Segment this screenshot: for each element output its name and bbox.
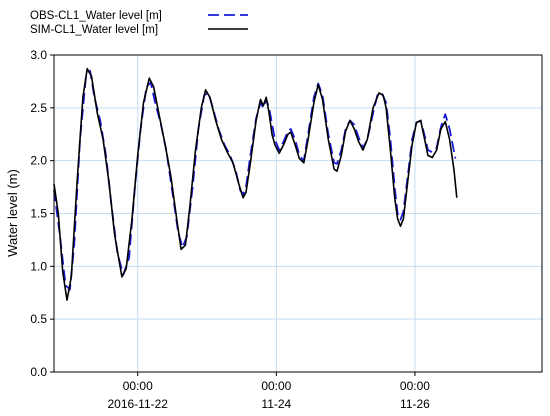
legend-label: SIM-CL1_Water level [m] xyxy=(30,24,158,36)
legend-label: OBS-CL1_Water level [m] xyxy=(30,10,162,22)
x-tick-time-label: 00:00 xyxy=(400,379,430,393)
y-tick-label: 0.5 xyxy=(30,312,47,326)
y-tick-label: 1.5 xyxy=(30,207,47,221)
grid-lines xyxy=(54,55,542,372)
y-tick-label: 0.0 xyxy=(30,365,47,379)
legend: OBS-CL1_Water level [m] SIM-CL1_Water lev… xyxy=(30,10,248,36)
x-tick-time-label: 00:00 xyxy=(123,379,153,393)
y-tick-label: 2.0 xyxy=(30,154,47,168)
x-tick-time-label: 00:00 xyxy=(261,379,291,393)
series-line-sim xyxy=(53,67,458,301)
y-tick-label: 3.0 xyxy=(30,48,47,62)
x-tick-date-label: 11-24 xyxy=(261,397,291,411)
y-axis-title: Water level (m) xyxy=(5,169,20,257)
x-tick-date-label: 2016-11-22 xyxy=(107,397,168,411)
x-axis-ticks: 00:00 2016-11-22 00:00 11-24 00:00 11-26 xyxy=(107,372,430,411)
y-tick-label: 2.5 xyxy=(30,101,47,115)
y-tick-label: 1.0 xyxy=(30,259,47,273)
x-tick-date-label: 11-26 xyxy=(400,397,430,411)
series-lines xyxy=(53,67,458,301)
y-axis-ticks: 0.0 0.5 1.0 1.5 2.0 2.5 3.0 xyxy=(30,48,54,379)
